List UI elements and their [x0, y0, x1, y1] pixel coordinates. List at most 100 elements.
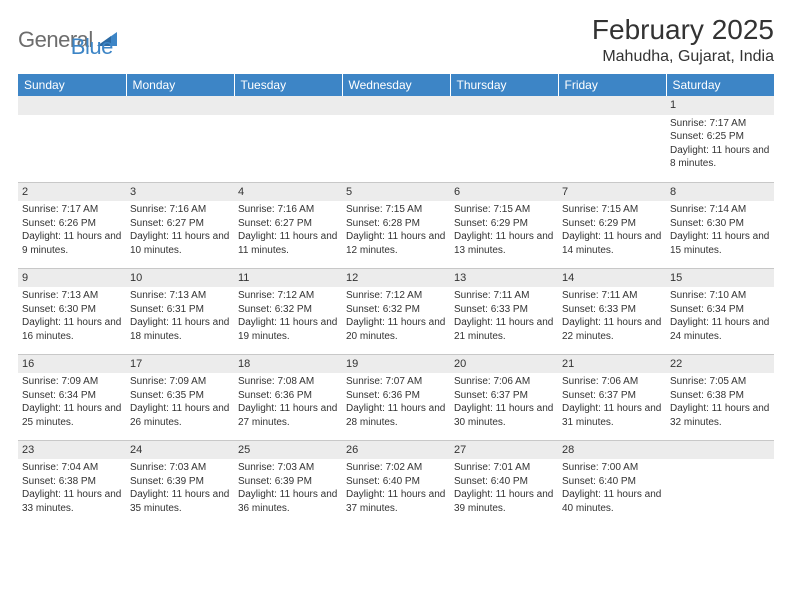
calendar-row: 2Sunrise: 7:17 AMSunset: 6:26 PMDaylight…	[18, 182, 774, 268]
calendar-cell: 27Sunrise: 7:01 AMSunset: 6:40 PMDayligh…	[450, 440, 558, 526]
day-number: 16	[18, 355, 126, 374]
calendar-cell: 9Sunrise: 7:13 AMSunset: 6:30 PMDaylight…	[18, 268, 126, 354]
calendar-cell: 24Sunrise: 7:03 AMSunset: 6:39 PMDayligh…	[126, 440, 234, 526]
day-content: Sunrise: 7:06 AMSunset: 6:37 PMDaylight:…	[558, 373, 666, 433]
calendar-row: 9Sunrise: 7:13 AMSunset: 6:30 PMDaylight…	[18, 268, 774, 354]
day-number: 11	[234, 269, 342, 288]
day-number: 24	[126, 441, 234, 460]
weekday-wednesday: Wednesday	[342, 74, 450, 96]
calendar-cell: 23Sunrise: 7:04 AMSunset: 6:38 PMDayligh…	[18, 440, 126, 526]
day-content: Sunrise: 7:15 AMSunset: 6:29 PMDaylight:…	[558, 201, 666, 261]
calendar-cell: 2Sunrise: 7:17 AMSunset: 6:26 PMDaylight…	[18, 182, 126, 268]
calendar-cell: 3Sunrise: 7:16 AMSunset: 6:27 PMDaylight…	[126, 182, 234, 268]
calendar-cell: 22Sunrise: 7:05 AMSunset: 6:38 PMDayligh…	[666, 354, 774, 440]
day-number: 23	[18, 441, 126, 460]
day-content: Sunrise: 7:13 AMSunset: 6:30 PMDaylight:…	[18, 287, 126, 347]
day-number: 8	[666, 183, 774, 202]
day-number: 17	[126, 355, 234, 374]
calendar-cell: 15Sunrise: 7:10 AMSunset: 6:34 PMDayligh…	[666, 268, 774, 354]
calendar-cell	[666, 440, 774, 526]
day-number-empty	[126, 96, 234, 115]
weekday-saturday: Saturday	[666, 74, 774, 96]
calendar-cell	[126, 96, 234, 182]
day-content: Sunrise: 7:12 AMSunset: 6:32 PMDaylight:…	[342, 287, 450, 347]
calendar-cell	[234, 96, 342, 182]
logo: General Blue	[18, 14, 113, 60]
day-content: Sunrise: 7:00 AMSunset: 6:40 PMDaylight:…	[558, 459, 666, 519]
weekday-header-row: SundayMondayTuesdayWednesdayThursdayFrid…	[18, 74, 774, 96]
day-number: 3	[126, 183, 234, 202]
day-number: 9	[18, 269, 126, 288]
day-content: Sunrise: 7:10 AMSunset: 6:34 PMDaylight:…	[666, 287, 774, 347]
calendar-cell: 4Sunrise: 7:16 AMSunset: 6:27 PMDaylight…	[234, 182, 342, 268]
day-number: 25	[234, 441, 342, 460]
day-content: Sunrise: 7:03 AMSunset: 6:39 PMDaylight:…	[126, 459, 234, 519]
day-content: Sunrise: 7:09 AMSunset: 6:34 PMDaylight:…	[18, 373, 126, 433]
day-number: 19	[342, 355, 450, 374]
day-number: 18	[234, 355, 342, 374]
calendar-cell	[558, 96, 666, 182]
day-number: 5	[342, 183, 450, 202]
calendar-cell: 7Sunrise: 7:15 AMSunset: 6:29 PMDaylight…	[558, 182, 666, 268]
calendar-cell: 25Sunrise: 7:03 AMSunset: 6:39 PMDayligh…	[234, 440, 342, 526]
title-block: February 2025 Mahudha, Gujarat, India	[592, 14, 774, 66]
calendar-table: SundayMondayTuesdayWednesdayThursdayFrid…	[18, 74, 774, 526]
day-content: Sunrise: 7:07 AMSunset: 6:36 PMDaylight:…	[342, 373, 450, 433]
day-content: Sunrise: 7:06 AMSunset: 6:37 PMDaylight:…	[450, 373, 558, 433]
day-number: 15	[666, 269, 774, 288]
calendar-cell	[342, 96, 450, 182]
weekday-friday: Friday	[558, 74, 666, 96]
day-number: 13	[450, 269, 558, 288]
day-content: Sunrise: 7:11 AMSunset: 6:33 PMDaylight:…	[450, 287, 558, 347]
day-content: Sunrise: 7:03 AMSunset: 6:39 PMDaylight:…	[234, 459, 342, 519]
calendar-row: 1Sunrise: 7:17 AMSunset: 6:25 PMDaylight…	[18, 96, 774, 182]
calendar-cell: 20Sunrise: 7:06 AMSunset: 6:37 PMDayligh…	[450, 354, 558, 440]
day-number: 12	[342, 269, 450, 288]
day-content: Sunrise: 7:04 AMSunset: 6:38 PMDaylight:…	[18, 459, 126, 519]
day-content: Sunrise: 7:01 AMSunset: 6:40 PMDaylight:…	[450, 459, 558, 519]
day-number: 7	[558, 183, 666, 202]
day-content: Sunrise: 7:15 AMSunset: 6:29 PMDaylight:…	[450, 201, 558, 261]
day-number-empty	[18, 96, 126, 115]
day-content: Sunrise: 7:12 AMSunset: 6:32 PMDaylight:…	[234, 287, 342, 347]
day-content: Sunrise: 7:09 AMSunset: 6:35 PMDaylight:…	[126, 373, 234, 433]
day-number: 22	[666, 355, 774, 374]
calendar-cell: 5Sunrise: 7:15 AMSunset: 6:28 PMDaylight…	[342, 182, 450, 268]
weekday-tuesday: Tuesday	[234, 74, 342, 96]
day-number-empty	[666, 441, 774, 460]
day-number: 10	[126, 269, 234, 288]
calendar-cell: 11Sunrise: 7:12 AMSunset: 6:32 PMDayligh…	[234, 268, 342, 354]
calendar-cell: 16Sunrise: 7:09 AMSunset: 6:34 PMDayligh…	[18, 354, 126, 440]
calendar-cell: 26Sunrise: 7:02 AMSunset: 6:40 PMDayligh…	[342, 440, 450, 526]
day-number: 21	[558, 355, 666, 374]
day-content: Sunrise: 7:16 AMSunset: 6:27 PMDaylight:…	[234, 201, 342, 261]
day-content: Sunrise: 7:15 AMSunset: 6:28 PMDaylight:…	[342, 201, 450, 261]
day-number: 26	[342, 441, 450, 460]
day-number: 14	[558, 269, 666, 288]
location-label: Mahudha, Gujarat, India	[592, 48, 774, 66]
day-number: 6	[450, 183, 558, 202]
calendar-cell	[450, 96, 558, 182]
day-number-empty	[450, 96, 558, 115]
day-content: Sunrise: 7:13 AMSunset: 6:31 PMDaylight:…	[126, 287, 234, 347]
calendar-cell: 13Sunrise: 7:11 AMSunset: 6:33 PMDayligh…	[450, 268, 558, 354]
page-title: February 2025	[592, 14, 774, 46]
day-content: Sunrise: 7:05 AMSunset: 6:38 PMDaylight:…	[666, 373, 774, 433]
day-number-empty	[234, 96, 342, 115]
calendar-cell: 1Sunrise: 7:17 AMSunset: 6:25 PMDaylight…	[666, 96, 774, 182]
calendar-cell: 28Sunrise: 7:00 AMSunset: 6:40 PMDayligh…	[558, 440, 666, 526]
calendar-cell: 21Sunrise: 7:06 AMSunset: 6:37 PMDayligh…	[558, 354, 666, 440]
calendar-cell: 14Sunrise: 7:11 AMSunset: 6:33 PMDayligh…	[558, 268, 666, 354]
day-number-empty	[342, 96, 450, 115]
day-content: Sunrise: 7:17 AMSunset: 6:26 PMDaylight:…	[18, 201, 126, 261]
calendar-row: 23Sunrise: 7:04 AMSunset: 6:38 PMDayligh…	[18, 440, 774, 526]
calendar-cell: 18Sunrise: 7:08 AMSunset: 6:36 PMDayligh…	[234, 354, 342, 440]
calendar-cell: 10Sunrise: 7:13 AMSunset: 6:31 PMDayligh…	[126, 268, 234, 354]
calendar-cell: 17Sunrise: 7:09 AMSunset: 6:35 PMDayligh…	[126, 354, 234, 440]
calendar-cell: 19Sunrise: 7:07 AMSunset: 6:36 PMDayligh…	[342, 354, 450, 440]
day-content: Sunrise: 7:02 AMSunset: 6:40 PMDaylight:…	[342, 459, 450, 519]
day-number: 2	[18, 183, 126, 202]
day-number-empty	[558, 96, 666, 115]
day-content: Sunrise: 7:16 AMSunset: 6:27 PMDaylight:…	[126, 201, 234, 261]
day-number: 20	[450, 355, 558, 374]
